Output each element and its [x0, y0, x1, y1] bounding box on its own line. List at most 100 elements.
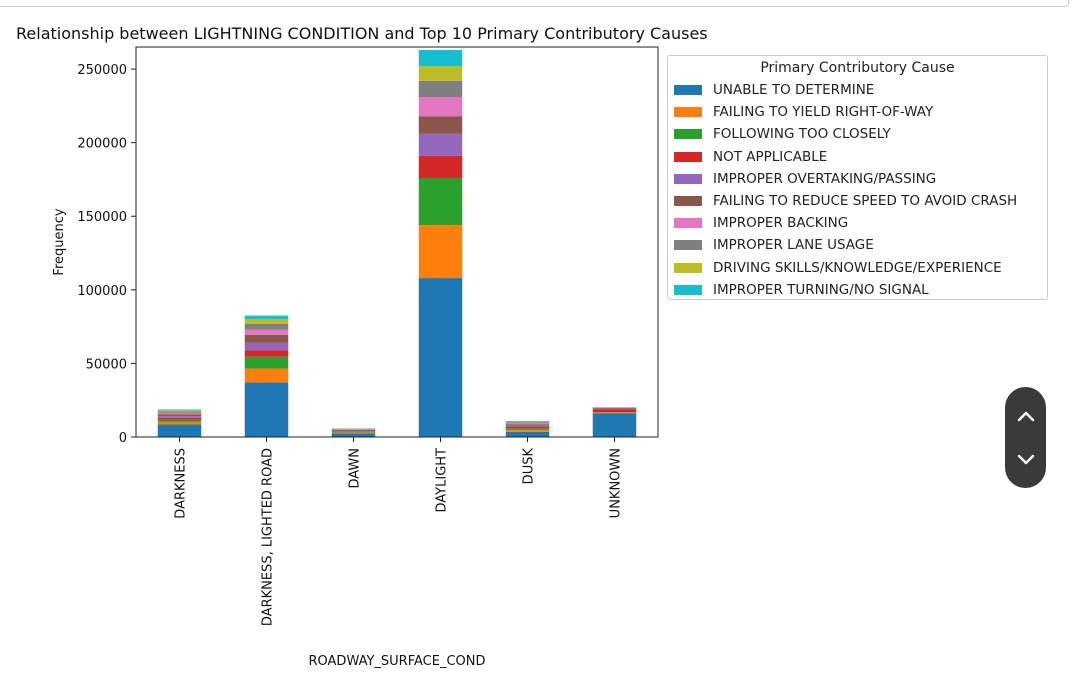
legend-item-1: FAILING TO YIELD RIGHT-OF-WAY [674, 102, 933, 122]
bar-segment-2-4 [331, 430, 376, 432]
bar-segment-4-4 [505, 425, 550, 427]
legend-swatch-3 [674, 151, 702, 162]
bar-segment-5-3 [592, 409, 637, 413]
bar-segment-4-0 [505, 431, 550, 437]
bar-segment-2-0 [331, 433, 376, 437]
bar-segment-3-5 [418, 116, 463, 134]
bar-segment-3-8 [418, 66, 463, 81]
legend-label-5: FAILING TO REDUCE SPEED TO AVOID CRASH [713, 193, 1018, 209]
plot-frame [135, 46, 659, 438]
bar-segment-4-2 [505, 428, 550, 430]
x-axis: DARKNESS DARKNESS, LIGHTED ROAD DAWN DAYLIG… [174, 437, 624, 626]
chevron-up-icon [1017, 411, 1034, 422]
chart-title: Relationship between LIGHTNING CONDITION… [16, 24, 708, 43]
scroll-up-button[interactable] [1005, 391, 1046, 441]
legend-title: Primary Contributory Cause [760, 60, 955, 76]
bar-segment-5-5 [592, 408, 637, 409]
bar-segment-4-3 [505, 426, 550, 429]
legend-label-7: IMPROPER LANE USAGE [713, 237, 874, 254]
bar-segment-0-9 [157, 409, 202, 411]
bar-segment-1-2 [244, 356, 289, 369]
x-tick-label-0: DARKNESS [174, 448, 189, 519]
y-tick-label-3: 150000 [77, 210, 127, 225]
y-tick-label-2: 100000 [77, 284, 127, 299]
legend-swatch-6 [674, 218, 702, 229]
bar-segment-1-5 [244, 334, 289, 343]
bar-segment-0-0 [157, 424, 202, 437]
legend-swatch-4 [674, 173, 702, 184]
bar-segment-4-5 [505, 424, 550, 426]
legend-swatch-9 [674, 284, 702, 295]
legend-label-8: DRIVING SKILLS/KNOWLEDGE/EXPERIENCE [713, 259, 1002, 276]
bar-segment-1-3 [244, 350, 289, 357]
bar-segment-0-3 [157, 417, 202, 420]
top-border [0, 0, 1069, 7]
legend-item-9: IMPROPER TURNING/NO SIGNAL [674, 280, 929, 300]
bar-segment-0-2 [157, 419, 202, 422]
scroll-down-button[interactable] [1005, 435, 1046, 485]
y-tick-label-0: 0 [119, 431, 127, 446]
chevron-down-icon [1017, 454, 1034, 465]
bar-segment-0-1 [157, 421, 202, 425]
bar-segment-4-7 [505, 422, 550, 424]
bar-segment-1-0 [244, 382, 289, 437]
bar-segment-1-4 [244, 342, 289, 351]
y-axis-label: Frequency [52, 208, 67, 275]
legend-swatch-0 [674, 85, 702, 95]
legend-swatch-5 [674, 196, 702, 206]
y-tick-label-4: 200000 [77, 137, 127, 152]
bar-segment-4-1 [505, 429, 550, 432]
bar-segment-1-1 [244, 368, 289, 383]
legend-item-8: DRIVING SKILLS/KNOWLEDGE/EXPERIENCE [674, 258, 1002, 278]
x-tick-label-1: DARKNESS, LIGHTED ROAD [261, 448, 276, 626]
bar-segment-3-2 [418, 177, 463, 226]
x-axis-label: ROADWAY_SURFACE_COND [309, 654, 486, 669]
bar-segment-3-3 [418, 155, 463, 178]
bar-segment-5-2 [592, 412, 637, 413]
legend-label-0: UNABLE TO DETERMINE [713, 82, 875, 98]
bar-segment-0-7 [157, 411, 202, 413]
bar-segment-0-8 [157, 410, 202, 412]
legend-item-6: IMPROPER BACKING [674, 213, 848, 233]
legend-label-9: IMPROPER TURNING/NO SIGNAL [713, 281, 929, 298]
bar-segment-0-5 [157, 414, 202, 417]
bar-segment-2-3 [331, 431, 376, 432]
legend-swatch-7 [674, 240, 702, 251]
scroll-navigation [1005, 387, 1046, 488]
bar-segment-3-9 [418, 49, 463, 67]
bar-segment-4-6 [505, 423, 550, 425]
legend-item-2: FOLLOWING TOO CLOSELY [674, 124, 891, 144]
y-tick-label-1: 50000 [86, 357, 127, 372]
x-tick-label-3: DAYLIGHT [435, 448, 450, 513]
bar-segment-5-1 [592, 412, 637, 414]
bar-segment-3-4 [418, 133, 463, 156]
bar-segment-3-0 [418, 278, 463, 437]
bar-segment-5-0 [592, 413, 637, 437]
bar-segment-3-7 [418, 80, 463, 98]
bar-segment-1-7 [244, 323, 289, 330]
legend-label-2: FOLLOWING TOO CLOSELY [713, 126, 891, 143]
legend-swatch-2 [674, 129, 702, 140]
x-tick-label-5: UNKNOWN [609, 448, 624, 518]
bar-segment-3-1 [418, 225, 463, 279]
bar-segment-4-8 [505, 421, 550, 423]
legend-item-4: IMPROPER OVERTAKING/PASSING [674, 169, 936, 189]
legend-label-6: IMPROPER BACKING [713, 215, 849, 232]
legend-item-7: IMPROPER LANE USAGE [674, 235, 874, 255]
legend-swatch-8 [674, 262, 702, 273]
legend-swatch-1 [674, 107, 702, 118]
legend-label-3: NOT APPLICABLE [713, 148, 828, 165]
x-tick-label-4: DUSK [522, 448, 537, 485]
legend-item-0: UNABLE TO DETERMINE [674, 80, 874, 100]
legend: Primary Contributory Cause UNABLE TO DET… [667, 55, 1048, 300]
bar-segment-2-5 [331, 429, 376, 431]
bar-segment-1-9 [244, 315, 289, 320]
y-tick-label-5: 250000 [77, 63, 127, 78]
bar-segment-0-4 [157, 416, 202, 418]
bar-segment-2-2 [331, 431, 376, 433]
bar-segment-4-9 [505, 420, 550, 422]
bar-segment-3-6 [418, 97, 463, 117]
y-axis: 0 50000 100000 150000 200000 250000 [77, 63, 136, 446]
bar-segment-1-6 [244, 329, 289, 335]
